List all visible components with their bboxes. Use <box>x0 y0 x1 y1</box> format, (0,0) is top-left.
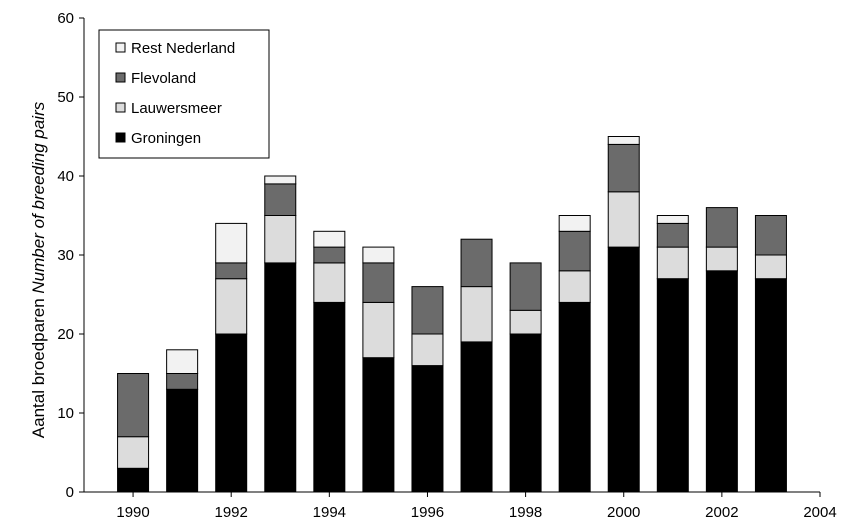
bar-rest-nederland-1993 <box>264 175 297 185</box>
x-tick-label-1990: 1990 <box>116 504 149 521</box>
bar-flevoland-1991 <box>166 373 199 390</box>
bar-groningen-1999 <box>558 301 591 493</box>
bar-groningen-1990 <box>117 467 150 493</box>
y-tick-label-10: 10 <box>57 405 74 422</box>
bar-lauwersmeer-2000 <box>607 191 640 248</box>
bar-rest-nederland-2000 <box>607 136 640 145</box>
bar-lauwersmeer-1999 <box>558 270 591 303</box>
legend-swatch-lauwersmeer <box>115 102 126 113</box>
bar-rest-nederland-1991 <box>166 349 199 374</box>
bar-flevoland-1995 <box>362 262 395 303</box>
bar-rest-nederland-1992 <box>215 222 248 264</box>
bar-lauwersmeer-2002 <box>705 246 738 272</box>
legend-swatch-groningen <box>115 132 126 143</box>
x-tick-label-2004: 2004 <box>803 504 836 521</box>
legend-label-lauwersmeer: Lauwersmeer <box>131 100 222 117</box>
bar-groningen-1998 <box>509 333 542 493</box>
bar-lauwersmeer-2001 <box>656 246 689 280</box>
bar-flevoland-2001 <box>656 222 689 248</box>
x-tick-label-1996: 1996 <box>411 504 444 521</box>
legend-box <box>98 29 270 159</box>
bar-groningen-1996 <box>411 365 444 493</box>
bar-lauwersmeer-1994 <box>313 262 346 303</box>
bar-groningen-1992 <box>215 333 248 493</box>
x-tick-label-1992: 1992 <box>215 504 248 521</box>
y-tick-label-30: 30 <box>57 247 74 264</box>
bar-groningen-2000 <box>607 246 640 493</box>
y-axis-label-italic: Number of breeding pairs <box>29 101 48 293</box>
legend: Rest Nederland Flevoland Lauwersmeer Gronin… <box>98 29 270 159</box>
y-tick-label-60: 60 <box>57 10 74 27</box>
bar-lauwersmeer-1998 <box>509 309 542 335</box>
legend-label-flevoland: Flevoland <box>131 70 196 87</box>
x-tick-label-1994: 1994 <box>313 504 346 521</box>
bar-flevoland-1999 <box>558 230 591 272</box>
bars-group <box>117 136 787 493</box>
bar-lauwersmeer-2003 <box>754 254 787 280</box>
legend-swatch-flevoland <box>115 72 126 83</box>
bar-flevoland-1996 <box>411 286 444 335</box>
bar-groningen-1997 <box>460 341 493 493</box>
bar-lauwersmeer-1993 <box>264 215 297 264</box>
y-tick-label-40: 40 <box>57 168 74 185</box>
bar-flevoland-1998 <box>509 262 542 311</box>
bar-flevoland-1993 <box>264 183 297 216</box>
legend-swatch-rest-nederland <box>115 42 126 53</box>
legend-label-rest-nederland: Rest Nederland <box>131 40 235 57</box>
bar-lauwersmeer-1992 <box>215 278 248 335</box>
y-axis-label: Aantal broedparen Number of breeding pai… <box>29 101 48 438</box>
y-tick-label-50: 50 <box>57 89 74 106</box>
bar-lauwersmeer-1995 <box>362 301 395 359</box>
bar-rest-nederland-1994 <box>313 230 346 248</box>
bar-lauwersmeer-1997 <box>460 286 493 343</box>
bar-rest-nederland-1999 <box>558 215 591 232</box>
y-axis-label-plain: Aantal broedparen <box>29 298 48 438</box>
bar-flevoland-2002 <box>705 207 738 248</box>
bar-flevoland-1992 <box>215 262 248 280</box>
bar-flevoland-1990 <box>117 373 150 438</box>
bar-flevoland-2000 <box>607 143 640 193</box>
bar-groningen-1991 <box>166 388 199 493</box>
x-tick-label-1998: 1998 <box>509 504 542 521</box>
y-tick-label-0: 0 <box>66 484 74 501</box>
bar-rest-nederland-2001 <box>656 215 689 224</box>
bar-groningen-2003 <box>754 278 787 493</box>
ticks-group: 0 10 20 30 40 50 60 1990 1992 1994 1996 1998 2000 200… <box>57 10 836 521</box>
bar-flevoland-1994 <box>313 246 346 264</box>
y-tick-label-20: 20 <box>57 326 74 343</box>
bar-flevoland-2003 <box>754 215 787 256</box>
legend-label-groningen: Groningen <box>131 130 201 147</box>
bar-groningen-1994 <box>313 301 346 493</box>
bar-groningen-2002 <box>705 270 738 493</box>
bar-rest-nederland-1995 <box>362 246 395 264</box>
bar-groningen-2001 <box>656 278 689 493</box>
bar-lauwersmeer-1990 <box>117 436 150 469</box>
bar-flevoland-1997 <box>460 238 493 288</box>
bar-lauwersmeer-1996 <box>411 333 444 367</box>
bar-groningen-1993 <box>264 262 297 493</box>
bar-groningen-1995 <box>362 357 395 493</box>
x-tick-label-2002: 2002 <box>705 504 738 521</box>
x-tick-label-2000: 2000 <box>607 504 640 521</box>
